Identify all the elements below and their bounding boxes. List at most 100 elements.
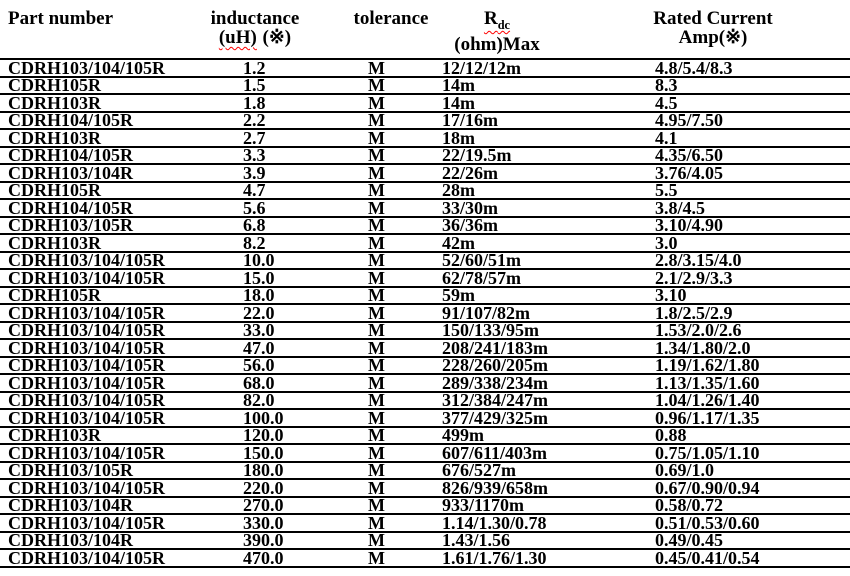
table-body: CDRH103/104/105R 1.2 M 12/12/12m 4.8/5.4/8.3… bbox=[0, 59, 850, 568]
table-row: CDRH103/104/105R 22.0 M 91/107/82m 1.8/2.5/2… bbox=[0, 304, 850, 323]
cell-rated-current: 1.34/1.80/2.0 bbox=[647, 339, 850, 358]
cell-part-number: CDRH103/104/105R bbox=[0, 479, 235, 498]
table-row: CDRH103R 8.2 M 42m 3.0 bbox=[0, 234, 850, 253]
cell-tolerance: M bbox=[360, 531, 434, 550]
cell-tolerance: M bbox=[360, 479, 434, 498]
cell-inductance: 2.7 bbox=[235, 129, 360, 148]
cell-tolerance: M bbox=[360, 146, 434, 165]
cell-part-number: CDRH103/104/105R bbox=[0, 374, 235, 393]
cell-part-number: CDRH103/104/105R bbox=[0, 321, 235, 340]
cell-tolerance: M bbox=[360, 59, 434, 78]
cell-part-number: CDRH103R bbox=[0, 129, 235, 148]
cell-rdc: 499m bbox=[434, 426, 647, 445]
table-row: CDRH103/104/105R 56.0 M 228/260/205m 1.19/1.… bbox=[0, 356, 850, 375]
cell-tolerance: M bbox=[360, 549, 434, 568]
table-row: CDRH103/104/105R 68.0 M 289/338/234m 1.13/1.… bbox=[0, 374, 850, 393]
cell-inductance: 10.0 bbox=[235, 251, 360, 270]
cell-part-number: CDRH103/104/105R bbox=[0, 339, 235, 358]
cell-rdc: 1.14/1.30/0.78 bbox=[434, 514, 647, 533]
table-row: CDRH103/104/105R 330.0 M 1.14/1.30/0.78 0.51… bbox=[0, 514, 850, 533]
table-row: CDRH103/104/105R 470.0 M 1.61/1.76/1.30 0.45… bbox=[0, 549, 850, 568]
cell-rdc: 42m bbox=[434, 234, 647, 253]
cell-inductance: 6.8 bbox=[235, 216, 360, 235]
cell-rated-current: 0.45/0.41/0.54 bbox=[647, 549, 850, 568]
table-row: CDRH103/104/105R 1.2 M 12/12/12m 4.8/5.4/8.3 bbox=[0, 59, 850, 78]
cell-part-number: CDRH104/105R bbox=[0, 199, 235, 218]
cell-tolerance: M bbox=[360, 391, 434, 410]
cell-rdc: 22/26m bbox=[434, 164, 647, 183]
cell-part-number: CDRH103/104R bbox=[0, 531, 235, 550]
table-row: CDRH103/105R 180.0 M 676/527m 0.69/1.0 bbox=[0, 461, 850, 480]
cell-tolerance: M bbox=[360, 514, 434, 533]
cell-rated-current: 1.04/1.26/1.40 bbox=[647, 391, 850, 410]
cell-part-number: CDRH103/104/105R bbox=[0, 59, 235, 78]
cell-tolerance: M bbox=[360, 444, 434, 463]
table-row: CDRH103/104R 270.0 M 933/1170m 0.58/0.72 bbox=[0, 496, 850, 515]
cell-tolerance: M bbox=[360, 321, 434, 340]
table-row: CDRH103/104/105R 33.0 M 150/133/95m 1.53/2.0… bbox=[0, 321, 850, 340]
rdc-symbol-line: Rdc bbox=[454, 9, 539, 35]
cell-rated-current: 1.53/2.0/2.6 bbox=[647, 321, 850, 340]
cell-inductance: 1.8 bbox=[235, 94, 360, 113]
cell-rdc: 52/60/51m bbox=[434, 251, 647, 270]
cell-inductance: 18.0 bbox=[235, 286, 360, 305]
cell-tolerance: M bbox=[360, 111, 434, 130]
table-row: CDRH104/105R 5.6 M 33/30m 3.8/4.5 bbox=[0, 199, 850, 218]
cell-inductance: 4.7 bbox=[235, 181, 360, 200]
cell-tolerance: M bbox=[360, 129, 434, 148]
cell-part-number: CDRH103R bbox=[0, 94, 235, 113]
cell-rated-current: 3.0 bbox=[647, 234, 850, 253]
cell-rdc: 33/30m bbox=[434, 199, 647, 218]
inductance-unit-line: (uH) (※) bbox=[211, 28, 300, 47]
table-row: CDRH104/105R 2.2 M 17/16m 4.95/7.50 bbox=[0, 111, 850, 130]
table-row: CDRH105R 1.5 M 14m 8.3 bbox=[0, 76, 850, 95]
cell-tolerance: M bbox=[360, 94, 434, 113]
cell-inductance: 82.0 bbox=[235, 391, 360, 410]
cell-inductance: 3.9 bbox=[235, 164, 360, 183]
cell-rated-current: 3.76/4.05 bbox=[647, 164, 850, 183]
cell-part-number: CDRH104/105R bbox=[0, 146, 235, 165]
table-row: CDRH103R 120.0 M 499m 0.88 bbox=[0, 426, 850, 445]
cell-rated-current: 2.1/2.9/3.3 bbox=[647, 269, 850, 288]
cell-tolerance: M bbox=[360, 234, 434, 253]
cell-tolerance: M bbox=[360, 461, 434, 480]
table-row: CDRH103/104/105R 220.0 M 826/939/658m 0.67/0… bbox=[0, 479, 850, 498]
cell-rated-current: 0.75/1.05/1.10 bbox=[647, 444, 850, 463]
inductance-label: inductance bbox=[210, 8, 300, 29]
cell-rdc: 18m bbox=[434, 129, 647, 148]
cell-rdc: 607/611/403m bbox=[434, 444, 647, 463]
cell-rated-current: 3.10 bbox=[647, 286, 850, 305]
cell-rdc: 228/260/205m bbox=[434, 356, 647, 375]
cell-inductance: 2.2 bbox=[235, 111, 360, 130]
cell-rated-current: 4.95/7.50 bbox=[647, 111, 850, 130]
cell-rdc: 289/338/234m bbox=[434, 374, 647, 393]
col-header-rated-current: Rated Current Amp(※) bbox=[653, 9, 772, 47]
cell-tolerance: M bbox=[360, 251, 434, 270]
rdc-symbol: Rdc bbox=[483, 8, 511, 32]
cell-part-number: CDRH103/104/105R bbox=[0, 444, 235, 463]
table-header: Part number inductance (uH) (※) tolerance… bbox=[0, 0, 850, 58]
cell-rdc: 91/107/82m bbox=[434, 304, 647, 323]
cell-part-number: CDRH105R bbox=[0, 181, 235, 200]
cell-rdc: 62/78/57m bbox=[434, 269, 647, 288]
col-header-part-number: Part number bbox=[8, 9, 113, 28]
table-row: CDRH103/105R 6.8 M 36/36m 3.10/4.90 bbox=[0, 216, 850, 235]
cell-tolerance: M bbox=[360, 304, 434, 323]
cell-rdc: 312/384/247m bbox=[434, 391, 647, 410]
cell-rated-current: 0.49/0.45 bbox=[647, 531, 850, 550]
cell-inductance: 8.2 bbox=[235, 234, 360, 253]
cell-part-number: CDRH103/104/105R bbox=[0, 391, 235, 410]
cell-rdc: 208/241/183m bbox=[434, 339, 647, 358]
table-row: CDRH103/104/105R 47.0 M 208/241/183m 1.34/1.… bbox=[0, 339, 850, 358]
cell-tolerance: M bbox=[360, 164, 434, 183]
cell-part-number: CDRH103/104/105R bbox=[0, 409, 235, 428]
cell-part-number: CDRH103/104/105R bbox=[0, 304, 235, 323]
tolerance-label: tolerance bbox=[353, 8, 429, 29]
cell-inductance: 390.0 bbox=[235, 531, 360, 550]
inductance-reference-mark: (※) bbox=[262, 27, 292, 48]
cell-inductance: 270.0 bbox=[235, 496, 360, 515]
table-row: CDRH103R 2.7 M 18m 4.1 bbox=[0, 129, 850, 148]
table-row: CDRH103R 1.8 M 14m 4.5 bbox=[0, 94, 850, 113]
cell-inductance: 470.0 bbox=[235, 549, 360, 568]
cell-part-number: CDRH103R bbox=[0, 426, 235, 445]
